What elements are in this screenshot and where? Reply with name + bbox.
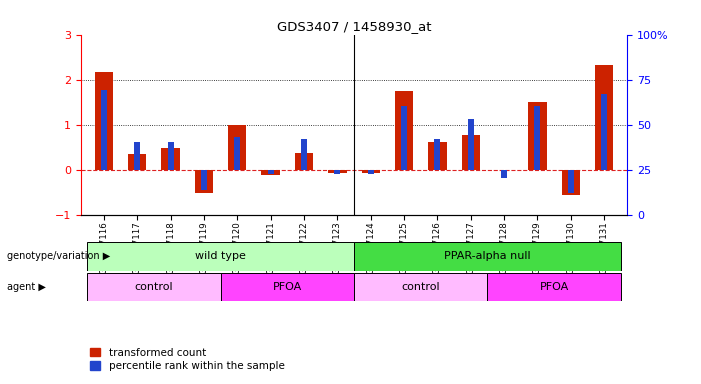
Text: agent ▶: agent ▶ <box>7 282 46 292</box>
Bar <box>201 170 207 190</box>
Text: control: control <box>135 282 173 292</box>
Text: PFOA: PFOA <box>273 282 302 292</box>
Bar <box>261 170 280 175</box>
Bar <box>221 273 354 301</box>
Bar <box>101 89 107 170</box>
Bar <box>135 142 140 170</box>
Bar <box>161 148 179 170</box>
Bar <box>195 170 213 194</box>
Bar <box>368 170 374 174</box>
Bar <box>428 142 447 170</box>
Bar <box>268 170 273 174</box>
Text: PFOA: PFOA <box>540 282 569 292</box>
Bar <box>328 170 346 173</box>
Bar <box>88 242 354 271</box>
Legend: transformed count, percentile rank within the sample: transformed count, percentile rank withi… <box>86 344 289 375</box>
Bar <box>534 106 540 170</box>
Bar <box>362 170 380 173</box>
Title: GDS3407 / 1458930_at: GDS3407 / 1458930_at <box>277 20 431 33</box>
Bar <box>354 273 487 301</box>
Bar <box>88 273 221 301</box>
Text: wild type: wild type <box>195 251 246 262</box>
Bar <box>468 119 474 170</box>
Bar <box>501 170 507 178</box>
Bar <box>461 135 480 170</box>
Bar <box>234 137 240 170</box>
Bar <box>595 65 613 170</box>
Bar <box>168 142 174 170</box>
Text: genotype/variation ▶: genotype/variation ▶ <box>7 251 110 262</box>
Bar <box>529 102 547 170</box>
Bar <box>435 139 440 170</box>
Text: PPAR-alpha null: PPAR-alpha null <box>444 251 531 262</box>
Bar <box>301 139 307 170</box>
Bar <box>95 71 113 170</box>
Bar <box>601 94 607 170</box>
Bar <box>128 154 147 170</box>
Bar <box>228 125 247 170</box>
Bar <box>568 170 573 194</box>
Text: control: control <box>402 282 440 292</box>
Bar <box>562 170 580 195</box>
Bar <box>334 170 341 174</box>
Bar <box>487 273 620 301</box>
Bar <box>295 153 313 170</box>
Bar <box>395 91 413 170</box>
Bar <box>354 242 620 271</box>
Bar <box>401 106 407 170</box>
